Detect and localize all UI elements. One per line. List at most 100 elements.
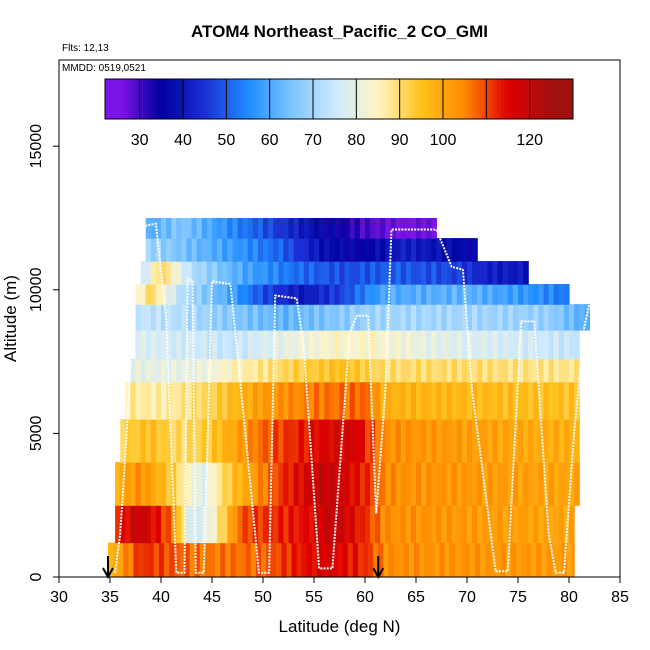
heatmap-cell [569,462,575,506]
colorbar-segment [554,79,560,119]
heatmap-cell [252,329,259,360]
heatmap-cell [553,329,560,360]
colorbar-segment [341,79,346,119]
heatmap-cell [283,381,290,420]
heatmap-cell [451,381,458,420]
heatmap-cell [569,419,575,463]
heatmap-cell [303,329,310,360]
heatmap-cell [482,505,488,544]
heatmap-cell [446,419,453,463]
colorbar-segment [461,79,466,119]
heatmap-cell [161,358,167,383]
colorbar-segment [316,79,321,119]
heatmap-cell [502,329,509,360]
heatmap-cell [543,505,550,544]
heatmap-cell [263,238,269,262]
heatmap-cell [212,505,218,544]
heatmap-cell [247,505,254,544]
heatmap-cell [431,358,437,383]
heatmap-cell [227,238,233,262]
heatmap-cell [222,358,228,383]
heatmap-cell [247,217,254,239]
heatmap-cell [155,462,162,506]
heatmap-cell [206,329,213,360]
heatmap-cell [400,284,407,305]
colorbar-segment [497,79,502,119]
heatmap-cell [390,217,397,239]
heatmap-cell [225,542,231,578]
heatmap-cell [232,419,239,463]
heatmap-cell [533,358,539,383]
heatmap-cell [456,304,463,331]
colorbar-segment [269,79,274,119]
heatmap-cell [293,419,300,463]
heatmap-cell [199,542,206,578]
x-axis: 30 35 40 45 50 55 60 65 70 75 80 85 [50,577,629,606]
heatmap-cell [512,329,519,360]
colorbar-segment [107,79,112,119]
heatmap-cell [518,381,524,420]
heatmap-cell [196,505,203,544]
heatmap-cell [176,238,182,262]
heatmap-cell [497,261,504,285]
heatmap-cell [441,358,448,383]
heatmap-cell [303,462,310,506]
x-tick-label: 50 [254,589,272,606]
heatmap-cell [395,261,402,285]
heatmap-cell [359,462,366,506]
heatmap-cell [166,329,172,360]
heatmap-cell [492,358,499,383]
heatmap-cell [380,381,386,420]
heatmap-cell [311,542,318,578]
colorbar-segment [508,79,513,119]
heatmap-cell [421,261,427,285]
colorbar-segment [486,79,491,119]
heatmap-cell [344,381,351,420]
heatmap-cell [283,217,290,239]
heatmap-cell [339,358,346,383]
heatmap-cell [502,505,509,544]
heatmap-cell [492,381,499,420]
heatmap-cell [543,329,550,360]
heatmap-cell [380,238,386,262]
heatmap-cell [354,238,361,262]
colorbar-segment [251,79,256,119]
heatmap-cell [395,462,402,506]
heatmap-cell [436,462,443,506]
heatmap-cell [314,358,320,383]
colorbar-segment [226,79,231,119]
heatmap-cell [212,261,218,285]
heatmap-cell [512,304,519,331]
heatmap-cell [497,284,504,305]
heatmap-cell [472,419,478,463]
heatmap-cell [138,542,145,578]
heatmap-cell [416,217,422,239]
heatmap-cell [155,261,162,285]
heatmap-cell [145,284,152,305]
heatmap-cell [201,358,208,383]
heatmap-cell [273,462,279,506]
heatmap-cell [441,329,448,360]
colorbar-segment [179,79,184,119]
heatmap-cell [507,284,514,305]
heatmap-cell [196,329,203,360]
heatmap-cell [553,304,560,331]
heatmap-cell [232,238,239,262]
heatmap-cell [293,238,300,262]
heatmap-cell [523,284,529,305]
heatmap-cell [171,217,177,239]
heatmap-cell [538,419,545,463]
heatmap-cell [551,542,558,578]
y-axis: 0 5000 10000 15000 [28,124,59,581]
heatmap-cell [461,505,468,544]
heatmap-cell [334,358,341,383]
heatmap-cell [191,358,198,383]
colorbar-segment [276,79,281,119]
heatmap-cell [436,238,443,262]
heatmap-cell [410,304,417,331]
heatmap-cell [354,462,361,506]
colorbar-tick-label: 70 [304,132,322,149]
colorbar-segment [349,79,354,119]
heatmap-cell [507,462,514,506]
heatmap-cell [523,462,529,506]
